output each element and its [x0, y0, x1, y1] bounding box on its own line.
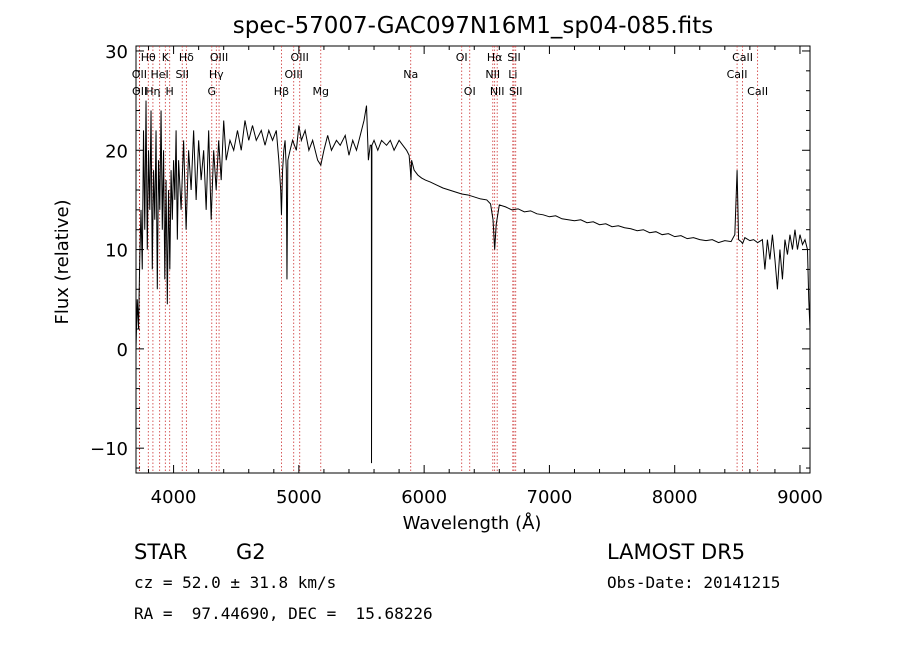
spectral-line-label: SII — [175, 68, 188, 81]
plot-frame — [135, 45, 811, 474]
spectral-line-label: Mg — [313, 85, 329, 98]
spectral-line-label: Hδ — [179, 51, 194, 64]
y-axis-label: Flux (relative) — [52, 199, 73, 324]
redshift-velocity: cz = 52.0 ± 31.8 km/s — [134, 573, 337, 592]
object-subclass: G2 — [236, 540, 266, 564]
spectral-line-label: Hθ — [141, 51, 156, 64]
y-tick-label: 10 — [105, 241, 128, 262]
x-tick-label: 5000 — [276, 487, 322, 508]
x-axis-label: Wavelength (Å) — [403, 512, 542, 534]
spectral-line-label: H — [166, 85, 174, 98]
spectral-line-label: OI — [464, 85, 476, 98]
spectral-line-label: NII — [485, 68, 500, 81]
axes: 4000 5000 6000 7000 8000 9000 −10 0 10 20 30 — [90, 42, 823, 508]
spectral-line-label: K — [162, 51, 170, 64]
spectral-line-label: SII — [507, 51, 520, 64]
y-tick-label: 20 — [105, 141, 128, 162]
spectral-line-label: SII — [509, 85, 522, 98]
spectral-line-label: OII — [132, 68, 147, 81]
x-tick-label: 4000 — [151, 487, 197, 508]
y-tick-label: −10 — [90, 439, 128, 460]
spectral-line-label: OI — [456, 51, 468, 64]
x-tick-label: 6000 — [401, 487, 447, 508]
x-tick-label: 8000 — [652, 487, 698, 508]
spectral-line-label: Na — [403, 68, 418, 81]
y-tick-label: 30 — [105, 42, 128, 63]
spectrum-line — [135, 100, 811, 464]
spectral-line-label: CaII — [732, 51, 753, 64]
y-tick-label: 0 — [117, 340, 128, 361]
spectral-line-label: CaII — [747, 85, 768, 98]
x-tick-label: 9000 — [777, 487, 823, 508]
spectral-line-label: NII — [490, 85, 505, 98]
spectral-line-label: Hβ — [274, 85, 289, 98]
spectral-line-label: OIII — [210, 51, 228, 64]
spectral-line-label: G — [208, 85, 217, 98]
spectral-line-label: HeI — [151, 68, 169, 81]
spectral-line-label: CaII — [727, 68, 748, 81]
spectral-line-label: OIII — [285, 68, 303, 81]
spectral-line-label: Hη — [145, 85, 160, 98]
spectral-line-label: OII — [132, 85, 147, 98]
spectral-line-label: Li — [508, 68, 517, 81]
sky-coordinates: RA = 97.44690, DEC = 15.68226 — [134, 604, 433, 623]
survey-name: LAMOST DR5 — [607, 540, 746, 564]
chart-title: spec-57007-GAC097N16M1_sp04-085.fits — [233, 13, 713, 39]
spectral-line-label: OIII — [291, 51, 309, 64]
spectral-line-label: Hγ — [209, 68, 224, 81]
spectral-line-markers — [138, 46, 759, 473]
spectral-line-label: Hα — [487, 51, 503, 64]
object-class: STAR — [134, 540, 188, 564]
observation-date: Obs-Date: 20141215 — [607, 573, 781, 592]
x-tick-label: 7000 — [527, 487, 573, 508]
